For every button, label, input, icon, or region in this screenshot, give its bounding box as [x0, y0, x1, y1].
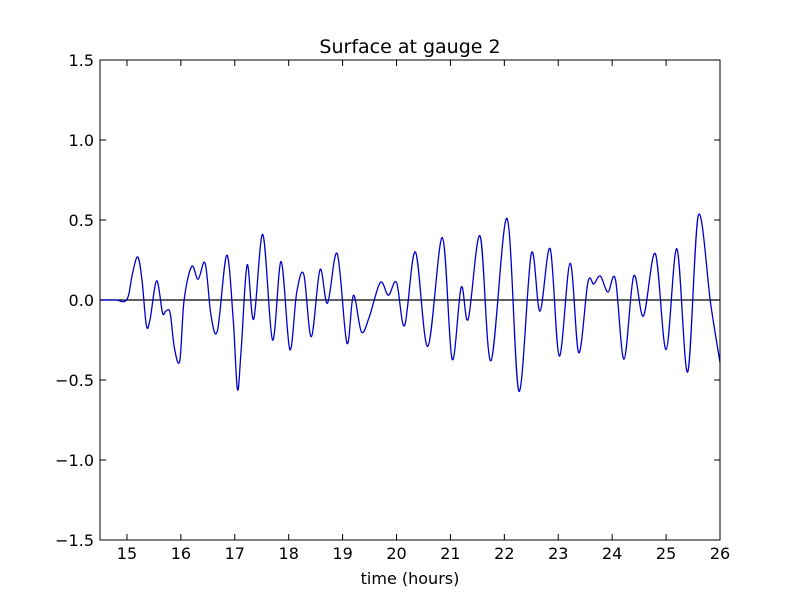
x-tick-label: 19 [332, 544, 352, 563]
y-tick-label: 0.5 [69, 211, 94, 230]
x-tick-label: 21 [440, 544, 460, 563]
series-line [99, 213, 721, 392]
y-tick-label: −1.0 [55, 451, 94, 470]
x-tick-label: 22 [494, 544, 514, 563]
x-tick-label: 24 [602, 544, 622, 563]
x-axis-label: time (hours) [361, 569, 460, 588]
x-tick-label: 20 [386, 544, 406, 563]
chart-title: Surface at gauge 2 [319, 36, 500, 58]
y-tick-label: 1.0 [69, 131, 94, 150]
x-tick-label: 17 [225, 544, 245, 563]
y-tick-label: −0.5 [55, 371, 94, 390]
y-tick-label: 0.0 [69, 291, 94, 310]
x-tick-label: 25 [656, 544, 676, 563]
x-tick-label: 15 [117, 544, 137, 563]
y-tick-label: −1.5 [55, 531, 94, 550]
x-tick-label: 26 [710, 544, 730, 563]
x-tick-label: 23 [548, 544, 568, 563]
y-tick-label: 1.5 [69, 51, 94, 70]
x-tick-label: 18 [279, 544, 299, 563]
x-tick-label: 16 [171, 544, 191, 563]
plot-frame [99, 59, 721, 541]
tick-labels: 15 16 17 18 19 20 21 22 23 24 25 26 −1.5 −1.0 −0.5 0.0 0… [55, 51, 730, 563]
